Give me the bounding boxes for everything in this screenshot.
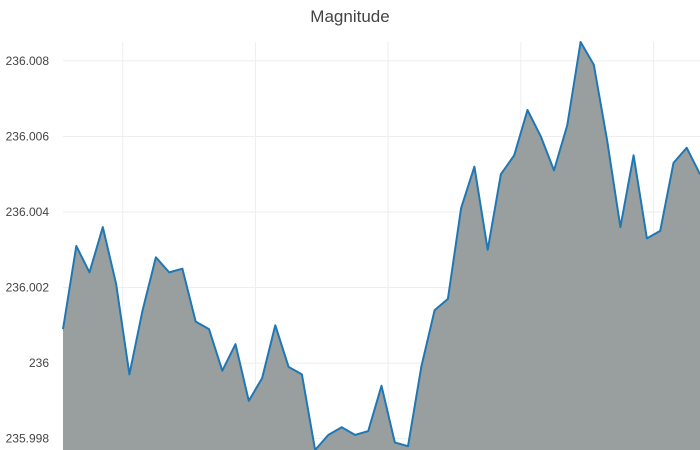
data-point [486, 248, 490, 252]
y-tick-label: 236.002 [6, 281, 50, 295]
data-point [525, 108, 529, 112]
data-point [167, 270, 171, 274]
y-tick-label: 236.006 [6, 129, 50, 143]
data-point [207, 327, 211, 331]
y-tick-label: 236 [29, 356, 49, 370]
data-point [446, 297, 450, 301]
series-line [62, 41, 700, 450]
y-tick-label: 235.998 [6, 432, 50, 446]
data-point [366, 429, 370, 433]
data-point [260, 376, 264, 380]
data-point [579, 40, 583, 44]
data-point [74, 244, 78, 248]
y-axis-ticks: 235.998 236 236.002 236.004 236.006 236.008 [6, 54, 50, 446]
data-point [433, 308, 437, 312]
data-point [180, 267, 184, 271]
series-area [63, 42, 700, 450]
data-point [605, 138, 609, 142]
data-point [61, 327, 65, 331]
data-point [406, 444, 410, 448]
data-point [141, 308, 145, 312]
data-point [645, 236, 649, 240]
data-point [273, 323, 277, 327]
data-point [247, 399, 251, 403]
data-point [220, 369, 224, 373]
data-point [287, 365, 291, 369]
data-point [353, 433, 357, 437]
data-point [419, 365, 423, 369]
data-point [592, 63, 596, 67]
data-point [88, 270, 92, 274]
data-point [671, 161, 675, 165]
y-tick-label: 236.008 [6, 54, 50, 68]
data-point [499, 172, 503, 176]
data-point [552, 168, 556, 172]
data-point [459, 206, 463, 210]
data-point [685, 146, 689, 150]
data-point [326, 433, 330, 437]
data-point [380, 384, 384, 388]
data-point [101, 225, 105, 229]
data-point [393, 440, 397, 444]
data-point [114, 282, 118, 286]
data-point [472, 165, 476, 169]
data-point [154, 255, 158, 259]
data-point [300, 372, 304, 376]
data-point [512, 153, 516, 157]
data-point [539, 134, 543, 138]
data-point [234, 342, 238, 346]
chart-title: Magnitude [310, 7, 390, 26]
data-point [658, 229, 662, 233]
data-point [340, 425, 344, 429]
data-point [618, 225, 622, 229]
data-point [194, 320, 198, 324]
data-point [565, 123, 569, 127]
data-point [127, 372, 131, 376]
data-point [632, 153, 636, 157]
y-tick-label: 236.004 [6, 205, 50, 219]
